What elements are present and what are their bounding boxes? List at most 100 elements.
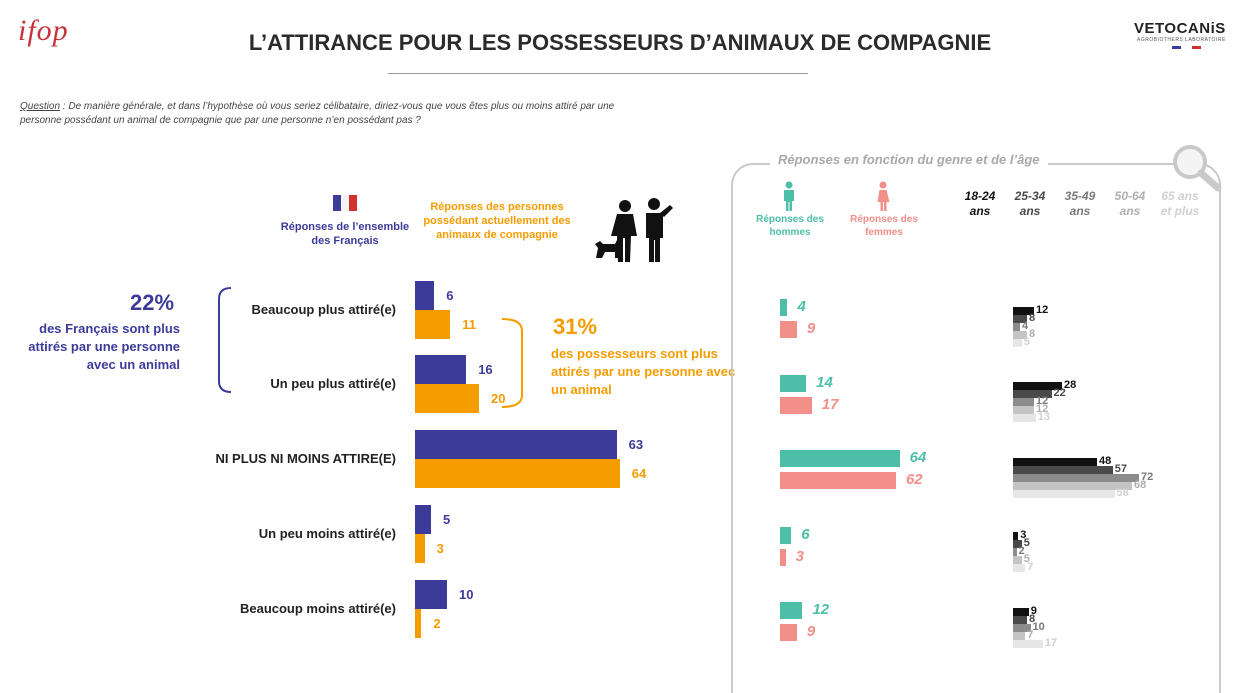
bar-women (780, 472, 896, 489)
bar-age-group (1013, 398, 1034, 406)
survey-question: Question : De manière générale, et dans … (20, 100, 630, 128)
data-label: 10 (1032, 621, 1045, 633)
bar-women (780, 321, 797, 338)
bar-age-group (1013, 540, 1022, 548)
bar-all-french (415, 580, 447, 609)
data-label: 8 (1029, 328, 1036, 340)
bar-all-french (415, 430, 617, 459)
data-label: 72 (1141, 471, 1154, 483)
pet-owners-icon (595, 198, 673, 262)
category-label: NI PLUS NI MOINS ATTIRE(E) (215, 451, 396, 466)
data-label: 17 (821, 396, 839, 413)
bar-owners (415, 609, 422, 638)
data-label: 64 (909, 449, 927, 466)
bar-age-group (1013, 640, 1043, 648)
bar-men (780, 602, 803, 619)
data-label: 8 (1029, 613, 1036, 625)
data-label: 58 (1116, 487, 1129, 499)
bar-men (780, 450, 900, 467)
magnifier-icon (1173, 145, 1222, 192)
breakdown-panel (731, 163, 1221, 693)
bar-age-group (1013, 564, 1026, 572)
data-label: 10 (459, 587, 474, 602)
data-label: 8 (1029, 312, 1036, 324)
vetocanis-logo-subtitle: AGROBIOTHERS LABORATOIRE (1137, 37, 1226, 43)
bar-age-group (1013, 466, 1113, 474)
data-label: 12 (1036, 304, 1049, 316)
category-label: Beaucoup plus attiré(e) (251, 302, 396, 317)
bar-women (780, 397, 812, 414)
bar-age-group (1013, 632, 1026, 640)
data-label: 20 (491, 391, 506, 406)
bar-owners (415, 310, 451, 339)
data-label: 7 (1027, 629, 1034, 641)
bar-age-group (1013, 307, 1034, 315)
bar-age-group (1013, 323, 1020, 331)
age-legend-item: 35-49 ans (1064, 189, 1096, 218)
data-label: 63 (628, 437, 644, 452)
bar-age-group (1013, 490, 1115, 498)
bar-men (780, 299, 788, 316)
data-label: 4 (797, 298, 806, 315)
data-label: 12 (812, 601, 830, 618)
data-label: 4 (1022, 320, 1029, 332)
bar-age-group (1013, 608, 1029, 616)
data-label: 5 (1023, 336, 1030, 348)
age-legend-item: 50-64 ans (1114, 189, 1146, 218)
data-label: 14 (816, 374, 833, 391)
data-label: 2 (433, 616, 441, 631)
data-label: 11 (462, 317, 476, 332)
data-label: 5 (1023, 553, 1030, 565)
bar-women (780, 549, 786, 566)
data-label: 22 (1053, 387, 1066, 399)
legend-men: Réponses des hommes (756, 214, 824, 238)
bar-age-group (1013, 548, 1017, 556)
bar-age-group (1013, 382, 1062, 390)
logo-flag-red (1192, 46, 1201, 49)
bar-age-group (1013, 331, 1027, 339)
ifop-logo: ifop (18, 14, 69, 47)
data-label: 28 (1064, 379, 1077, 391)
data-label: 9 (806, 320, 816, 337)
data-label: 13 (1037, 411, 1050, 423)
data-label: 9 (1030, 605, 1037, 617)
vetocanis-logo: VETOCANiS (1134, 20, 1226, 37)
data-label: 2 (1018, 545, 1025, 557)
category-label: Un peu moins attiré(e) (258, 526, 396, 541)
legend-owners: Réponses des personnes possédant actuell… (423, 201, 571, 241)
bar-age-group (1013, 616, 1027, 624)
bar-women (780, 624, 797, 641)
bar-age-group (1013, 414, 1036, 422)
bar-owners (415, 534, 425, 563)
bar-age-group (1013, 556, 1022, 564)
data-label: 9 (806, 623, 816, 640)
bar-age-group (1013, 474, 1139, 482)
data-label: 6 (801, 526, 810, 543)
highlight-left-text: des Français sont plus attirés par une p… (28, 321, 180, 372)
page-title: L’ATTIRANCE POUR LES POSSESSEURS D’ANIMA… (248, 30, 992, 55)
legend-all-french: Réponses de l’ensemble des Français (280, 221, 410, 247)
highlight-right-text: des possesseurs sont plus attirés par un… (551, 346, 736, 397)
data-label: 3 (1020, 529, 1027, 541)
left-bracket (218, 287, 232, 393)
data-label: 62 (905, 471, 923, 488)
data-label: 57 (1114, 463, 1127, 475)
data-label: 5 (1023, 537, 1030, 549)
bar-owners (415, 384, 479, 413)
bar-age-group (1013, 406, 1034, 414)
highlight-left-percent: 22% (130, 290, 175, 315)
age-legend-item: 65 ans et plus (1160, 189, 1200, 218)
data-label: 12 (1036, 403, 1049, 415)
data-label: 7 (1027, 561, 1034, 573)
man-icon (784, 181, 794, 211)
bar-age-group (1013, 482, 1132, 490)
bar-all-french (415, 281, 435, 310)
bar-age-group (1013, 315, 1027, 323)
logo-flag-blue (1172, 46, 1181, 49)
right-bracket (501, 318, 523, 408)
age-legend-item: 25-34 ans (1014, 189, 1046, 218)
bar-age-group (1013, 458, 1097, 466)
data-label: 3 (436, 541, 444, 556)
data-label: 16 (478, 362, 493, 377)
bar-age-group (1013, 532, 1019, 540)
